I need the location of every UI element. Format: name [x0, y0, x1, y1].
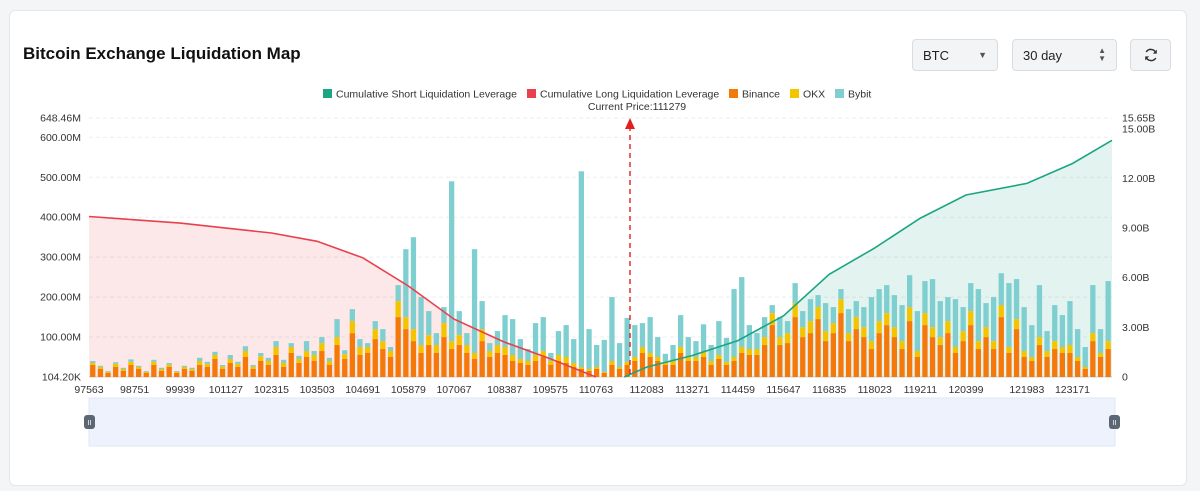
symbol-select[interactable]: BTC ▼ [912, 39, 998, 71]
period-select[interactable]: 30 day ▲ ▼ [1012, 39, 1117, 71]
symbol-select-value: BTC [923, 47, 949, 63]
chart-card [9, 10, 1187, 486]
refresh-icon [1144, 48, 1157, 62]
caret-down-icon: ▼ [978, 50, 987, 60]
period-select-value: 30 day [1023, 47, 1063, 63]
refresh-button[interactable] [1130, 39, 1171, 71]
up-down-chevron-icon: ▲ ▼ [1098, 46, 1106, 63]
page-title: Bitcoin Exchange Liquidation Map [23, 44, 301, 63]
